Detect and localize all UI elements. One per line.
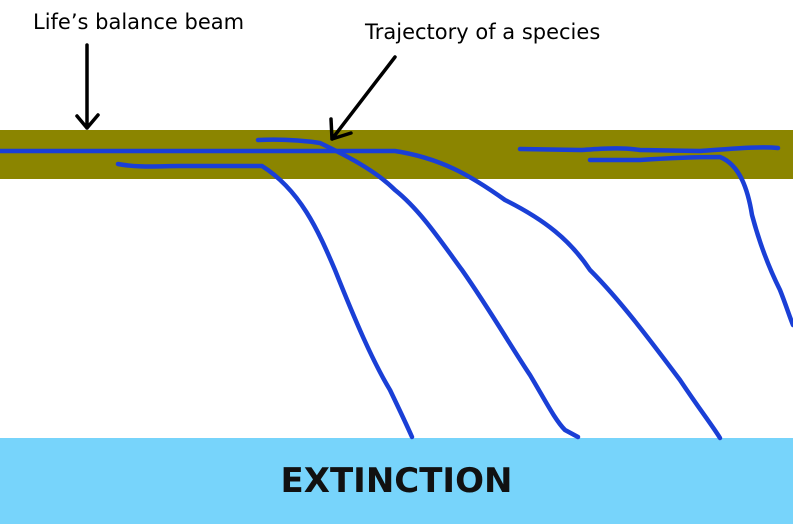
balance-beam: [0, 130, 793, 179]
beam-arrow: [75, 43, 100, 130]
species-trajectory-right-upper: [517, 145, 781, 154]
trajectory-label: Trajectory of a species: [365, 20, 601, 44]
extinction-zone: [0, 438, 793, 524]
species-trajectory-right-lower: [587, 154, 793, 328]
trajectory-arrow: [329, 55, 397, 141]
species-trajectory-short: [255, 137, 581, 440]
extinction-label: EXTINCTION: [280, 461, 513, 501]
balance-beam-label: Life’s balance beam: [33, 10, 245, 34]
species-trajectory-main: [0, 148, 723, 441]
species-trajectory-lower: [115, 161, 415, 440]
